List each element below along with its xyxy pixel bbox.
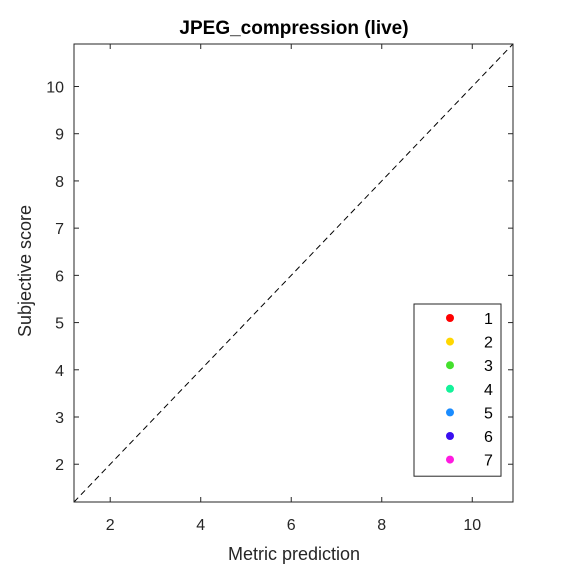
legend-entry-4: 4 [446, 382, 493, 399]
x-axis-label: Metric prediction [228, 544, 360, 564]
y-tick-label: 6 [55, 268, 64, 285]
legend-marker [446, 432, 454, 440]
legend-label: 3 [484, 358, 493, 375]
legend-entry-6: 6 [446, 429, 493, 446]
y-tick-label: 10 [46, 79, 64, 96]
legend-entry-2: 2 [446, 335, 493, 352]
x-tick-label: 6 [287, 517, 296, 534]
y-tick-label: 7 [55, 221, 64, 238]
legend-marker [446, 408, 454, 417]
chart-title: JPEG_compression (live) [179, 18, 408, 39]
x-axis: 2 4 6 8 10 [106, 44, 481, 534]
legend-label: 5 [484, 405, 493, 422]
legend-entry-3: 3 [446, 358, 493, 375]
x-tick-label: 10 [463, 517, 481, 534]
legend-marker [446, 455, 454, 464]
x-tick-label: 4 [196, 517, 205, 534]
legend-entry-5: 5 [446, 405, 493, 422]
legend: 1 2 3 4 5 6 7 [413, 303, 502, 477]
y-tick-label: 2 [55, 457, 64, 474]
x-tick-label: 8 [377, 517, 386, 534]
legend-marker [446, 337, 454, 346]
legend-label: 1 [484, 311, 493, 328]
legend-marker [446, 384, 454, 393]
legend-label: 2 [484, 335, 493, 352]
legend-label: 7 [484, 453, 493, 470]
legend-entry-7: 7 [446, 453, 493, 470]
legend-box [413, 303, 502, 477]
plot-frame [73, 43, 514, 503]
legend-label: 4 [484, 382, 493, 399]
x-tick-label: 2 [106, 517, 115, 534]
y-tick-label: 8 [55, 174, 64, 191]
y-tick-label: 3 [55, 410, 64, 427]
y-tick-label: 4 [55, 363, 64, 380]
legend-marker [446, 314, 454, 322]
y-axis-label: Subjective score [15, 205, 35, 337]
y-axis: 2 3 4 5 6 7 8 9 10 [46, 79, 513, 474]
legend-label: 6 [484, 429, 493, 446]
reference-line [73, 43, 514, 503]
y-tick-label: 9 [55, 127, 64, 144]
legend-marker [446, 361, 454, 370]
y-tick-label: 5 [55, 316, 64, 333]
legend-entry-1: 1 [446, 311, 493, 328]
